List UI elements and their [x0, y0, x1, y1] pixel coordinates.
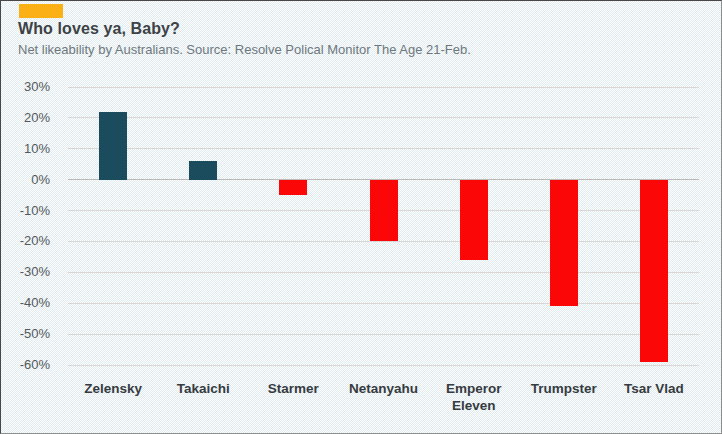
bar-trumpster	[550, 180, 578, 307]
gridline	[68, 334, 699, 335]
x-category-label: Takaichi	[158, 380, 248, 397]
y-tick-label: 20%	[1, 110, 50, 126]
y-tick-label: 10%	[1, 141, 50, 157]
x-category-label: Emperor Eleven	[429, 380, 519, 414]
bar-emperor-eleven	[460, 180, 488, 260]
gridline	[68, 117, 699, 118]
chart-title: Who loves ya, Baby?	[18, 20, 180, 38]
plot-area	[68, 87, 699, 365]
y-tick-label: -40%	[1, 295, 50, 311]
y-tick-label: -20%	[1, 233, 50, 249]
accent-mark	[19, 4, 63, 18]
x-category-label: Tsar Vlad	[609, 380, 699, 397]
bar-tsar-vlad	[640, 180, 668, 362]
bar-zelensky	[99, 112, 127, 180]
x-category-label: Netanyahu	[339, 380, 429, 397]
y-tick-label: -50%	[1, 326, 50, 342]
y-tick-label: 0%	[1, 172, 50, 188]
bar-netanyahu	[370, 180, 398, 242]
x-category-label: Zelensky	[68, 380, 158, 397]
y-tick-label: -60%	[1, 357, 50, 373]
y-tick-label: 30%	[1, 79, 50, 95]
chart-subtitle: Net likeability by Australians. Source: …	[18, 42, 471, 57]
gridline	[68, 272, 699, 273]
gridline	[68, 148, 699, 149]
bar-takaichi	[189, 161, 217, 180]
gridline	[68, 303, 699, 304]
bar-chart: Who loves ya, Baby? Net likeability by A…	[0, 0, 722, 434]
y-tick-label: -10%	[1, 203, 50, 219]
bar-starmer	[279, 180, 307, 195]
x-category-label: Starmer	[248, 380, 338, 397]
x-category-label: Trumpster	[519, 380, 609, 397]
gridline	[68, 365, 699, 366]
y-tick-label: -30%	[1, 264, 50, 280]
gridline	[68, 87, 699, 88]
